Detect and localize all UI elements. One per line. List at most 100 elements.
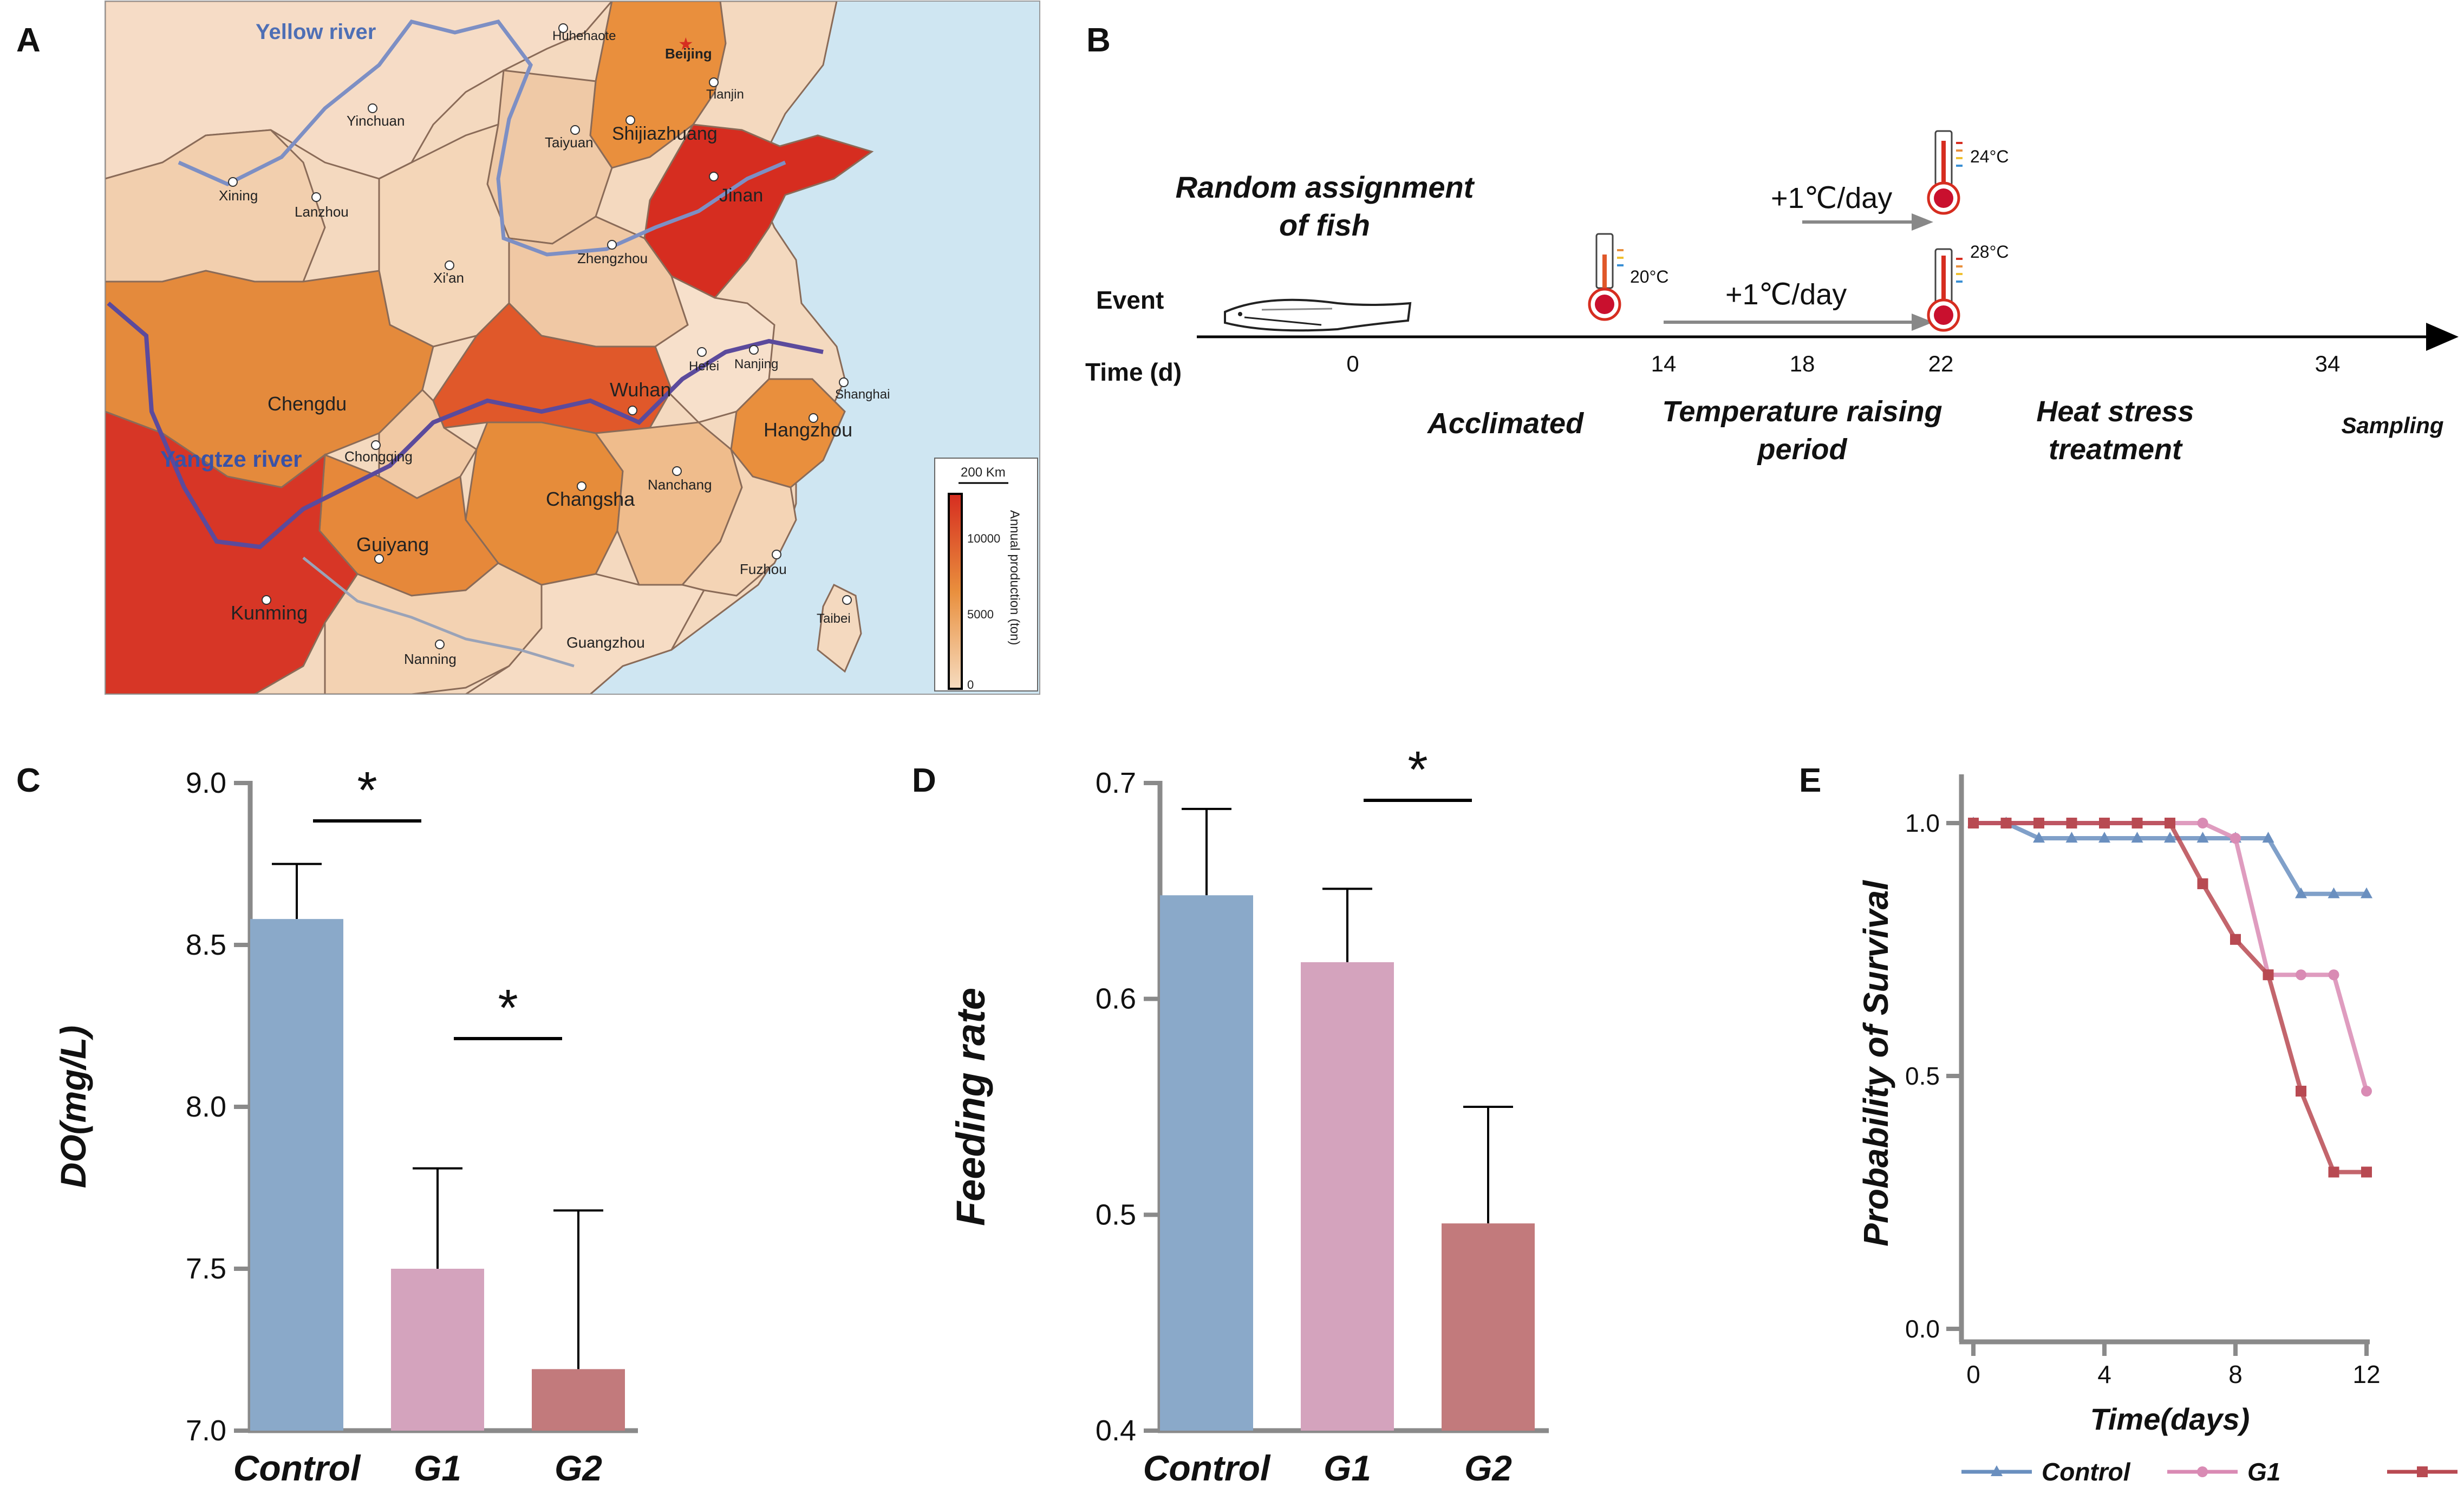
data-point <box>2295 887 2307 898</box>
legend-gradient <box>948 493 963 690</box>
city-taibei: Taibei <box>817 595 852 626</box>
y-tick-label: 0.4 <box>1096 1414 1136 1447</box>
y-axis-title: Probability of Survival <box>1856 880 1895 1247</box>
minor-river-line <box>302 557 575 668</box>
city-taiyuan: Taiyuan <box>545 125 594 151</box>
bar-g2 <box>532 1369 625 1431</box>
day-34: 34 <box>2315 351 2341 376</box>
city-label: Yinchuan <box>347 113 405 129</box>
city-label: Xi'an <box>433 270 464 286</box>
city-label: Nanchang <box>648 477 712 493</box>
city-label: Hefei <box>689 359 719 374</box>
phase-raising-line1: Temperature raising <box>1662 395 1942 428</box>
city-label: Shanghai <box>835 387 890 402</box>
phase-sampling: Sampling <box>2341 413 2443 438</box>
city-wuhan: Wuhan <box>610 379 671 415</box>
map-region-fujian <box>681 449 797 597</box>
random-assignment-line2: of fish <box>1279 208 1370 242</box>
city-lanzhou: Lanzhou <box>295 192 349 220</box>
series-g2 <box>1968 818 2372 1178</box>
y-tick-label: 0.5 <box>1096 1198 1136 1231</box>
legend-item-g2: G2 <box>2387 1466 2458 1477</box>
city-label: Beijing <box>665 45 712 62</box>
city-kunming: Kunming <box>231 595 308 624</box>
x-tick-label: 12 <box>2352 1360 2380 1388</box>
yellow-river-label: Yellow river <box>256 20 376 44</box>
x-category-label: G2 <box>1464 1448 1512 1488</box>
phase-acclimated: Acclimated <box>1426 407 1584 440</box>
city-nanning: Nanning <box>404 640 457 667</box>
thermometer-24-icon <box>1927 130 1963 215</box>
data-point <box>2328 969 2339 981</box>
x-category-label: G2 <box>555 1448 602 1488</box>
y-tick-label: 1.0 <box>1905 809 1940 837</box>
city-guangzhou: Guangzhou <box>566 634 645 651</box>
map-frame <box>105 1 1040 695</box>
significance-star: * <box>1407 741 1427 799</box>
city-label: Fuzhou <box>740 561 787 577</box>
production-map: Yellow river Yangtze river Huhehaote ★Be… <box>105 1 1040 695</box>
temp-24: 24°C <box>1970 147 2009 166</box>
y-tick-label: 0.7 <box>1096 767 1136 799</box>
data-point <box>2033 818 2044 828</box>
city-guiyang: Guiyang <box>356 533 429 564</box>
y-tick-label: 0.5 <box>1905 1062 1940 1090</box>
phase-heat-line1: Heat stress <box>2036 395 2194 428</box>
legend-label: G1 <box>2247 1458 2280 1486</box>
scale-bar-label: 200 Km <box>961 465 1006 480</box>
city-label: Hangzhou <box>764 419 852 441</box>
data-point <box>2361 1086 2372 1097</box>
legend-marker <box>2417 1466 2428 1477</box>
do-bar-chart: 7.0 7.5 8.0 8.5 9.0 Control G1 G2 * * DO(mg/L) <box>53 761 638 1488</box>
day-0: 0 <box>1346 351 1359 376</box>
legend-tick: 5000 <box>967 608 994 621</box>
city-label: Taiyuan <box>545 134 594 151</box>
timeline-arrowhead <box>2426 323 2459 351</box>
legend-marker <box>1991 1465 2003 1476</box>
temp-28: 28°C <box>1970 242 2009 262</box>
city-hangzhou: Hangzhou <box>764 413 852 441</box>
x-category-label: G1 <box>414 1448 461 1488</box>
city-jinan: Jinan <box>709 172 763 206</box>
data-point <box>2065 832 2078 843</box>
y-tick-label: 7.5 <box>186 1252 226 1285</box>
data-point <box>2197 878 2208 890</box>
day-14: 14 <box>1651 351 1677 376</box>
bar-control <box>1160 895 1253 1431</box>
legend-item-g1: G1 <box>2167 1458 2280 1486</box>
significance-star: * <box>498 979 518 1037</box>
city-label: Chongqing <box>344 448 413 465</box>
y-axis-title: DO(mg/L) <box>53 1026 93 1189</box>
survival-line-chart: 0.0 0.5 1.0 0 4 8 12 Time(days) Probability of S… <box>1856 774 2458 1486</box>
city-hefei: Hefei <box>689 347 719 374</box>
x-tick-label: 4 <box>2097 1360 2111 1388</box>
data-point <box>2328 1166 2339 1178</box>
city-xining: Xining <box>219 177 258 204</box>
city-zhengzhou: Zhengzhou <box>577 240 648 266</box>
bar-control <box>250 919 343 1431</box>
bar-g1 <box>391 1269 484 1431</box>
feeding-rate-bar-chart: 0.4 0.5 0.6 0.7 Control G1 G2 * Feeding rate <box>948 741 1549 1488</box>
city-label: Nanjing <box>734 357 778 371</box>
city-label: Nanning <box>404 651 457 667</box>
city-label: Taibei <box>817 611 851 626</box>
data-point <box>2000 818 2012 828</box>
thermometer-28-icon <box>1927 248 1963 332</box>
data-point <box>2196 832 2209 843</box>
data-point <box>2328 887 2340 898</box>
series-line <box>1973 821 2369 1092</box>
data-point <box>2131 818 2143 828</box>
city-yinchuan: Yinchuan <box>347 103 405 129</box>
data-point <box>2197 818 2208 828</box>
city-label: Changsha <box>546 488 635 510</box>
x-category-label: Control <box>1143 1448 1271 1488</box>
yellow-river-line <box>178 19 786 257</box>
ramp-rate-top: +1℃/day <box>1771 182 1892 214</box>
x-axis-title: Time(days) <box>2090 1402 2250 1436</box>
city-chongqing: Chongqing <box>344 440 413 465</box>
city-label: Tianjin <box>706 87 744 102</box>
legend-tick: 10000 <box>967 532 1000 545</box>
ramp-arrowhead-bottom <box>1912 314 1933 331</box>
city-label: Guiyang <box>356 533 429 556</box>
